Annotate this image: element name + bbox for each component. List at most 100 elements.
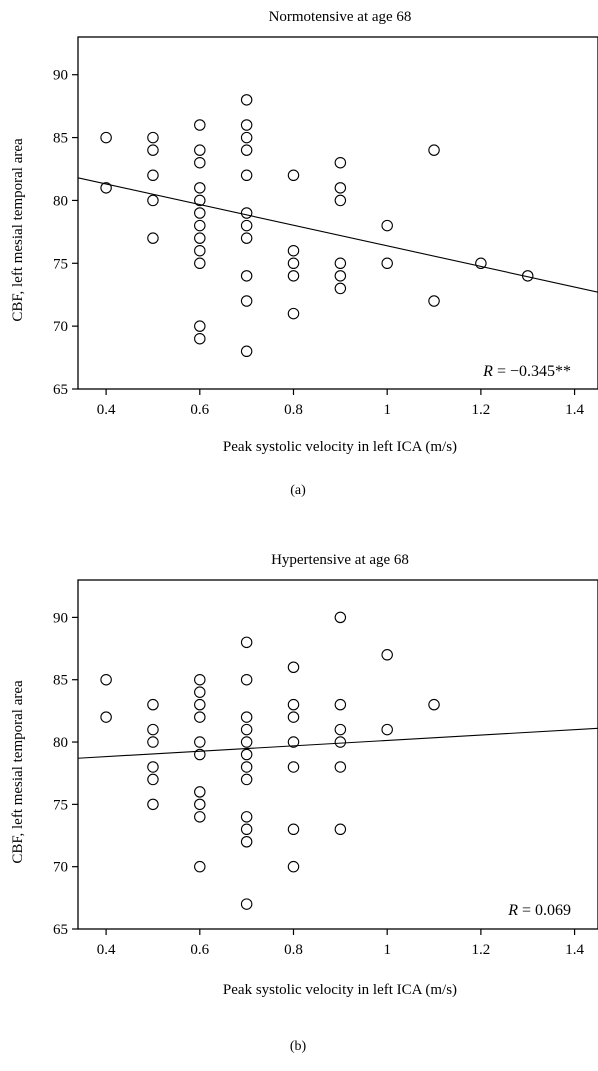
x-tick-label: 1.4 <box>565 942 584 958</box>
y-tick-label: 85 <box>53 131 68 147</box>
data-point <box>240 219 253 232</box>
data-point <box>287 761 300 773</box>
data-point <box>194 244 206 257</box>
data-point <box>147 761 159 773</box>
data-point <box>100 182 112 194</box>
data-point <box>287 270 300 282</box>
data-point <box>194 811 206 823</box>
data-point <box>100 131 112 144</box>
data-point <box>287 244 300 257</box>
data-point <box>428 698 440 711</box>
data-point <box>194 786 206 798</box>
y-axis-title: CBF, left mesial temporal area <box>10 138 26 322</box>
data-point <box>194 182 206 194</box>
data-point <box>334 282 347 295</box>
x-tick-labels: 0.4 0.6 0.8 1 1.2 1.4 <box>97 402 585 418</box>
data-point <box>240 811 253 823</box>
data-point <box>240 773 253 786</box>
data-point <box>240 94 253 106</box>
x-axis-title: Peak systolic velocity in left ICA (m/s) <box>223 439 457 455</box>
data-point <box>147 232 159 244</box>
x-axis-title: Peak systolic velocity in left ICA (m/s) <box>223 982 457 998</box>
data-point <box>428 295 440 307</box>
data-point <box>147 169 159 182</box>
data-point <box>428 144 440 156</box>
data-point <box>381 649 393 661</box>
panel-label: (b) <box>290 1039 307 1054</box>
data-point <box>100 673 112 686</box>
y-tick-label: 65 <box>53 382 68 398</box>
data-point <box>240 169 253 182</box>
data-point <box>194 736 206 748</box>
data-point <box>194 798 206 811</box>
data-point <box>287 698 300 711</box>
data-point <box>240 207 253 219</box>
y-tick-label: 90 <box>53 610 68 626</box>
data-point <box>334 257 347 270</box>
data-point <box>194 219 206 232</box>
regression-line <box>77 727 598 759</box>
y-tick-label: 90 <box>53 68 68 84</box>
y-tick-label: 70 <box>53 319 68 335</box>
data-point <box>194 207 206 219</box>
data-point <box>194 860 206 873</box>
data-point <box>194 673 206 686</box>
data-point <box>334 761 347 773</box>
data-point <box>194 119 206 131</box>
data-point <box>381 219 393 232</box>
data-point <box>194 332 206 345</box>
data-point <box>240 270 253 282</box>
x-tick-label: 0.6 <box>190 942 209 958</box>
data-point <box>240 119 253 131</box>
correlation-value: = 0.069 <box>518 902 571 919</box>
data-point <box>334 736 347 748</box>
data-point <box>240 345 253 358</box>
data-point <box>240 144 253 156</box>
data-point <box>334 611 347 624</box>
axis-ticks <box>72 74 576 395</box>
data-point <box>240 736 253 748</box>
correlation-symbol: R <box>482 363 493 380</box>
x-tick-label: 1.2 <box>472 942 491 958</box>
correlation-annotation: R = 0.069 <box>507 902 571 919</box>
x-tick-label: 0.8 <box>284 402 303 418</box>
data-point <box>240 673 253 686</box>
regression-line <box>77 177 598 293</box>
panel-label: (a) <box>290 483 306 498</box>
y-tick-label: 75 <box>53 797 68 813</box>
data-point <box>147 736 159 748</box>
data-point <box>334 823 347 836</box>
chart-title: Normotensive at age 68 <box>269 9 412 25</box>
data-point <box>334 194 347 207</box>
data-point <box>240 295 253 307</box>
y-tick-label: 70 <box>53 860 68 876</box>
data-point <box>240 711 253 723</box>
data-points <box>100 611 440 910</box>
data-point <box>334 270 347 282</box>
data-point <box>287 257 300 270</box>
data-point <box>240 636 253 649</box>
data-point <box>240 835 253 848</box>
data-point <box>147 798 159 811</box>
data-point <box>521 270 534 282</box>
data-point <box>194 257 206 270</box>
data-point <box>287 736 300 748</box>
data-point <box>287 823 300 836</box>
x-tick-label: 1 <box>383 402 391 418</box>
data-point <box>240 232 253 244</box>
y-tick-label: 80 <box>53 735 68 751</box>
data-point <box>240 898 253 910</box>
plot-area <box>77 579 598 930</box>
data-point <box>334 182 347 194</box>
x-tick-label: 1.4 <box>565 402 584 418</box>
data-point <box>287 307 300 320</box>
x-tick-label: 0.4 <box>97 402 116 418</box>
x-tick-label: 0.6 <box>190 402 209 418</box>
x-tick-labels: 0.4 0.6 0.8 1 1.2 1.4 <box>97 942 585 958</box>
data-point <box>194 156 206 169</box>
y-tick-label: 85 <box>53 673 68 689</box>
chart-panel-a: Normotensive at age 68 0.4 0.6 0.8 1 1.2 1.4 … <box>10 9 598 498</box>
data-point <box>240 131 253 144</box>
data-point <box>147 131 159 144</box>
